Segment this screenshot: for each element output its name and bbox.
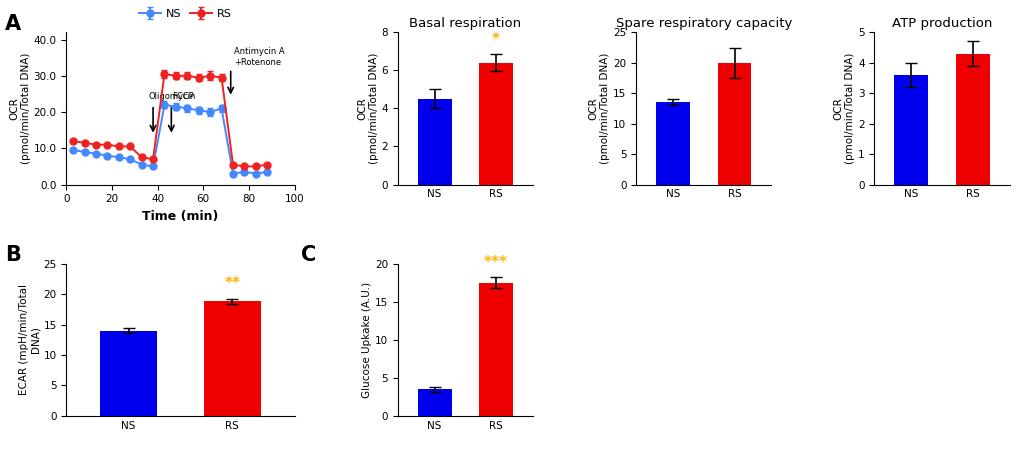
Y-axis label: OCR
(pmol/min/Total DNA): OCR (pmol/min/Total DNA) — [588, 53, 609, 164]
Bar — [479, 63, 513, 184]
Text: *: * — [491, 31, 499, 47]
Text: Antimycin A
+Rotenone: Antimycin A +Rotenone — [234, 48, 284, 67]
Title: Spare respiratory capacity: Spare respiratory capacity — [614, 17, 791, 30]
Bar — [479, 283, 513, 416]
Text: A: A — [5, 14, 21, 34]
Text: C: C — [301, 245, 316, 265]
Bar — [100, 331, 157, 416]
Bar — [204, 301, 261, 416]
Bar — [655, 103, 689, 184]
Y-axis label: OCR
(pmol/min/Total DNA): OCR (pmol/min/Total DNA) — [833, 53, 855, 164]
Legend: NS, RS: NS, RS — [135, 5, 235, 23]
Text: **: ** — [224, 276, 240, 292]
Bar — [894, 75, 927, 184]
Bar — [717, 63, 751, 184]
Text: B: B — [5, 245, 21, 265]
Text: FCCP: FCCP — [172, 92, 194, 101]
Text: Oligomycin: Oligomycin — [149, 92, 196, 101]
Bar — [418, 99, 451, 184]
Title: Basal respiration: Basal respiration — [409, 17, 521, 30]
Y-axis label: Glucose Upkake (A.U.): Glucose Upkake (A.U.) — [362, 282, 372, 398]
Text: ***: *** — [484, 255, 507, 270]
X-axis label: Time (min): Time (min) — [142, 210, 218, 223]
Bar — [955, 54, 988, 184]
Bar — [418, 389, 451, 416]
Y-axis label: OCR
(pmol/min/Total DNA): OCR (pmol/min/Total DNA) — [9, 53, 31, 164]
Y-axis label: ECAR (mpH/min/Total
DNA): ECAR (mpH/min/Total DNA) — [19, 284, 41, 395]
Y-axis label: OCR
(pmol/min/Total DNA): OCR (pmol/min/Total DNA) — [357, 53, 378, 164]
Title: ATP production: ATP production — [891, 17, 991, 30]
